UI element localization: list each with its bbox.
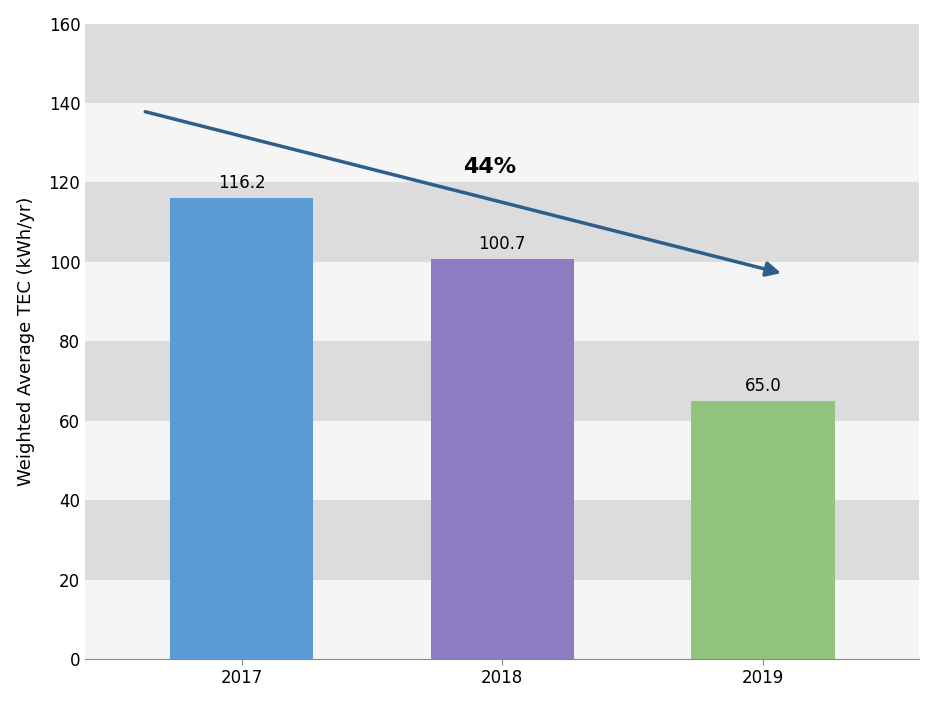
- Bar: [85, 262, 919, 341]
- Bar: [85, 182, 919, 262]
- Y-axis label: Weighted Average TEC (kWh/yr): Weighted Average TEC (kWh/yr): [17, 196, 35, 486]
- Bar: [85, 421, 919, 500]
- Text: 100.7: 100.7: [478, 235, 526, 253]
- Text: 116.2: 116.2: [218, 174, 266, 191]
- Bar: [692, 401, 835, 659]
- Text: 65.0: 65.0: [744, 377, 782, 395]
- Bar: [85, 341, 919, 421]
- Bar: [170, 198, 314, 659]
- Bar: [85, 24, 919, 103]
- Bar: [85, 500, 919, 579]
- Bar: [85, 579, 919, 659]
- Text: 44%: 44%: [462, 156, 516, 177]
- Bar: [431, 259, 574, 659]
- Bar: [85, 103, 919, 182]
